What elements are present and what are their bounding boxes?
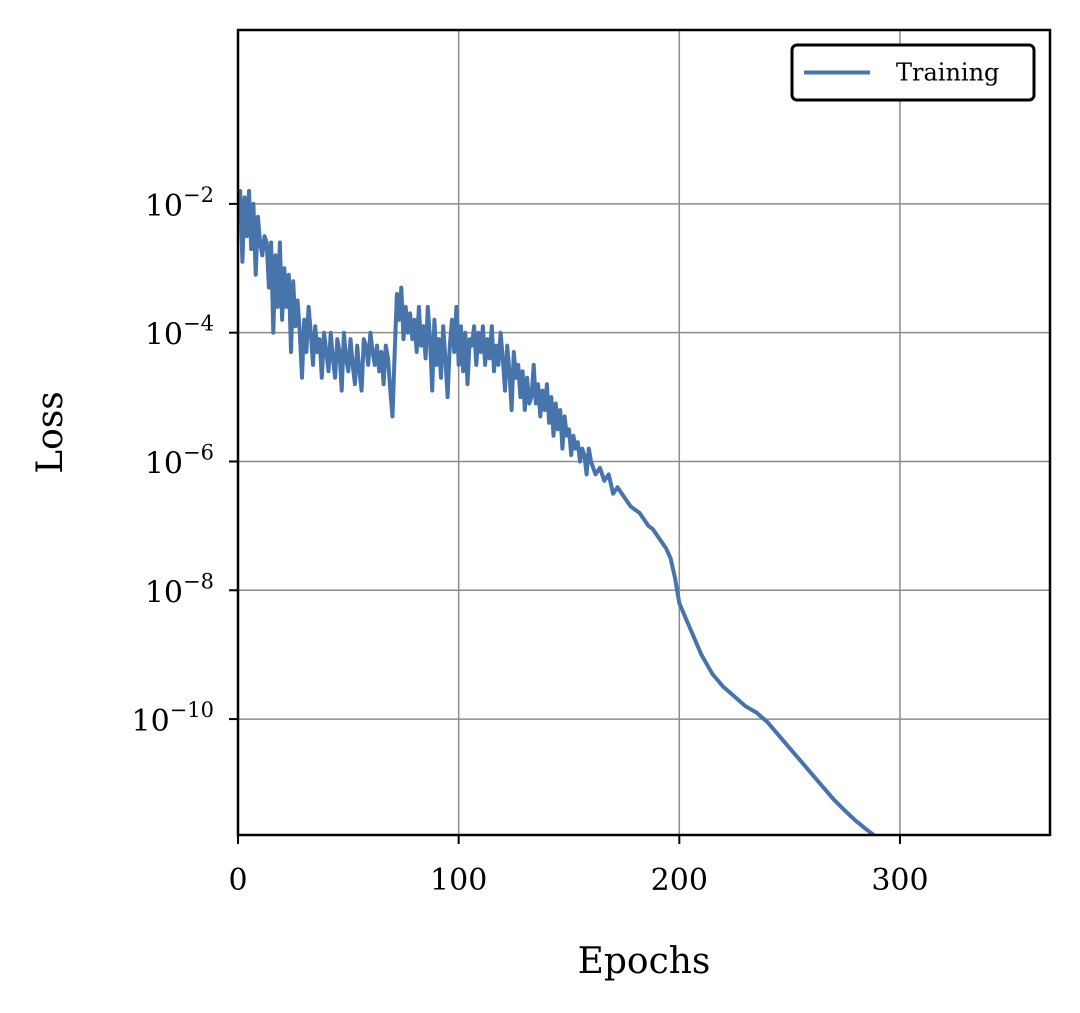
axes-frame	[236, 28, 1052, 837]
x-tick-label: 100	[430, 863, 487, 898]
y-tick-label: 10−2	[145, 183, 214, 224]
grid-lines	[237, 30, 1050, 835]
y-axis-label: Loss	[30, 391, 71, 474]
series-line-training	[238, 189, 878, 835]
y-tick-label: 10−6	[145, 440, 214, 481]
legend-box	[790, 43, 1036, 102]
legend-label: Training	[896, 59, 999, 87]
plot-area	[238, 189, 878, 835]
x-axis: 0 100 200 300	[228, 835, 929, 898]
y-axis: 10−2 10−4 10−6 10−8 10−10	[131, 183, 238, 739]
y-tick-label: 10−10	[131, 698, 214, 739]
y-tick-label: 10−4	[145, 312, 214, 353]
x-tick-label: 300	[871, 863, 928, 898]
y-tick-label: 10−8	[145, 569, 214, 610]
x-axis-label: Epochs	[578, 941, 711, 982]
x-tick-label: 200	[651, 863, 708, 898]
legend: Training	[790, 43, 1036, 102]
x-tick-label: 0	[228, 863, 247, 898]
